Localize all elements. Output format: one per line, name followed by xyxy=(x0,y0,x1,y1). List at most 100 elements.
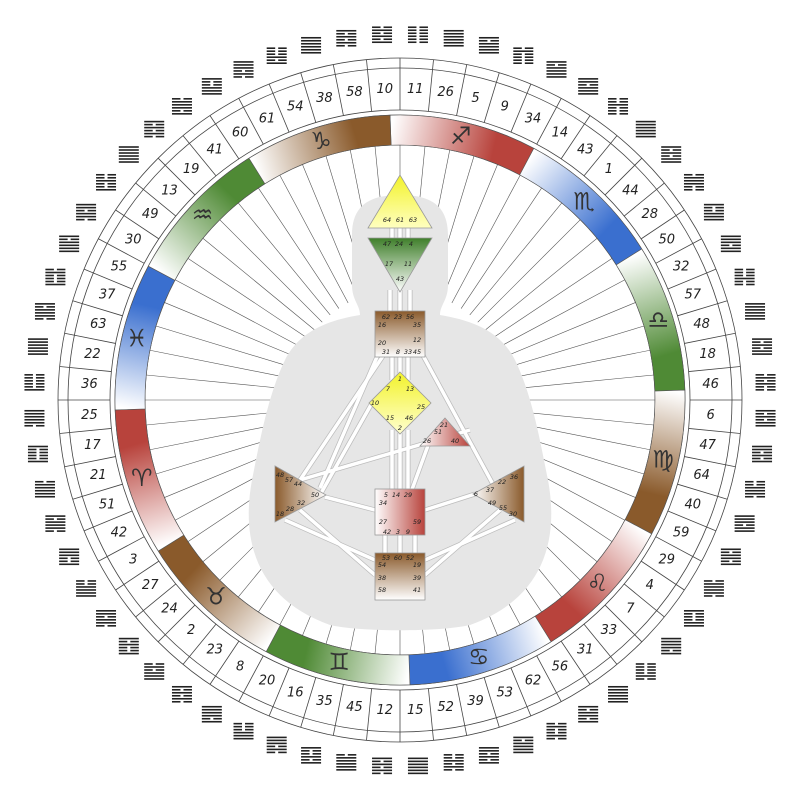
hexagram-line xyxy=(201,81,211,83)
hexagram-line xyxy=(144,126,165,129)
gate-divider xyxy=(72,483,123,500)
hexagram-line xyxy=(546,70,567,72)
hexagram-line xyxy=(372,26,381,29)
hexagram-line xyxy=(589,708,599,711)
hexagram-line xyxy=(301,747,322,749)
center-gate: 41 xyxy=(413,586,421,594)
hexagram-line xyxy=(336,769,357,771)
center-gate: 42 xyxy=(383,528,391,536)
hexagram xyxy=(76,203,97,221)
gate-divider xyxy=(677,483,728,500)
hexagram-line xyxy=(734,524,744,526)
hexagram-line xyxy=(745,480,754,483)
hexagram-line xyxy=(703,212,724,215)
gate-number: 45 xyxy=(346,700,363,715)
hexagram xyxy=(578,705,599,723)
hexagram-line xyxy=(87,209,97,212)
gate-divider xyxy=(64,332,116,344)
inner-spoke xyxy=(460,187,542,309)
hexagram-line xyxy=(557,728,567,731)
hexagram-line xyxy=(695,616,704,618)
hexagram-line xyxy=(478,48,499,51)
hexagram-line xyxy=(59,244,80,247)
hexagram-line xyxy=(513,739,522,742)
hexagram-line xyxy=(608,98,617,100)
hexagram-line xyxy=(419,29,428,32)
center-gate: 43 xyxy=(396,275,404,283)
hexagram-line xyxy=(59,554,80,557)
hexagram-line xyxy=(336,757,357,759)
hexagram-line xyxy=(336,760,357,762)
hexagram xyxy=(118,637,139,655)
hexagram-line xyxy=(383,38,393,41)
hexagram-line xyxy=(513,62,522,64)
hexagram-line xyxy=(608,700,629,703)
hexagram-line xyxy=(703,209,713,212)
hexagram-line xyxy=(336,29,357,32)
zodiac-sector xyxy=(248,114,392,185)
hexagram-line xyxy=(720,563,741,566)
channel xyxy=(424,492,476,512)
center-sacral xyxy=(374,488,426,536)
hexagram-line xyxy=(746,274,755,277)
hexagram xyxy=(301,36,322,54)
hexagram-line xyxy=(245,728,254,731)
hexagram-line xyxy=(76,209,85,212)
hexagram xyxy=(336,29,357,47)
gate-number: 1 xyxy=(605,162,613,177)
center-gate: 50 xyxy=(311,491,319,499)
hexagram-line xyxy=(407,35,417,38)
gate-divider xyxy=(366,59,372,112)
hexagram-line xyxy=(107,173,117,176)
center-gate: 19 xyxy=(413,561,421,569)
hexagram-line xyxy=(578,708,587,711)
gate-number: 27 xyxy=(142,578,159,593)
hexagram xyxy=(683,173,704,191)
hexagram-line xyxy=(732,560,741,563)
hexagram-line xyxy=(266,53,276,55)
hexagram-line xyxy=(443,29,464,32)
center-gate: 22 xyxy=(498,478,506,486)
hexagram xyxy=(752,338,773,355)
hexagram xyxy=(233,61,254,78)
hexagram-line xyxy=(383,772,393,775)
inner-spoke xyxy=(187,258,309,340)
hexagram-line xyxy=(478,756,499,758)
gate-number: 15 xyxy=(407,703,424,718)
hexagram-line xyxy=(34,312,55,314)
hexagram-line xyxy=(118,646,128,649)
hexagram-line xyxy=(443,32,464,35)
hexagram-line xyxy=(578,87,599,89)
hexagram-line xyxy=(755,383,776,385)
hexagram-line xyxy=(546,67,567,69)
center-gate: 52 xyxy=(406,554,414,562)
hexagram-line xyxy=(546,64,555,66)
hexagram-line xyxy=(27,460,48,463)
gate-number: 39 xyxy=(467,694,484,709)
hexagram-line xyxy=(661,149,670,151)
hexagram-line xyxy=(443,769,453,771)
hexagram xyxy=(45,268,66,286)
hexagram-line xyxy=(155,123,165,126)
hexagram-line xyxy=(183,700,192,703)
hexagram-line xyxy=(478,45,499,48)
hexagram-line xyxy=(715,580,724,582)
gate-number: 52 xyxy=(437,700,454,715)
hexagram-line xyxy=(557,731,567,734)
hexagram-line xyxy=(752,353,773,355)
gate-divider xyxy=(83,510,133,532)
hexagram-line xyxy=(619,101,629,103)
center-gate: 63 xyxy=(409,216,417,224)
hexagram-line xyxy=(443,754,453,756)
hexagram-line xyxy=(118,637,139,640)
gate-number: 4 xyxy=(646,578,654,593)
hexagram-line xyxy=(608,685,629,688)
hexagram-line xyxy=(695,188,704,191)
hexagram-line xyxy=(70,560,80,563)
hexagram-line xyxy=(619,107,629,109)
hexagram xyxy=(608,98,629,115)
hexagram-line xyxy=(233,737,254,740)
hexagram xyxy=(683,610,704,627)
gate-number: 9 xyxy=(501,100,509,115)
hexagram-line xyxy=(752,454,773,457)
